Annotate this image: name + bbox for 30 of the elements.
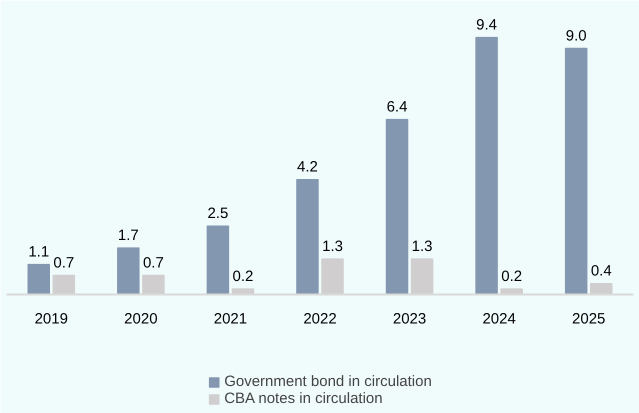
- data-label: 9.4: [476, 16, 498, 34]
- bar: [296, 179, 319, 295]
- bar: [386, 118, 408, 295]
- data-label: 4.2: [297, 158, 318, 176]
- legend-label: CBA notes in circulation: [224, 390, 383, 407]
- bar: [564, 48, 588, 295]
- x-tick-label: 2019: [34, 310, 68, 328]
- data-label: 1.3: [412, 238, 433, 255]
- data-label: 1.3: [322, 238, 343, 255]
- data-label: 6.4: [386, 98, 408, 116]
- bar: [206, 226, 230, 295]
- bar: [27, 264, 50, 295]
- bar: [117, 247, 140, 295]
- x-tick-label: 2022: [303, 310, 337, 328]
- x-tick-label: 2023: [392, 310, 426, 328]
- x-tick-label: 2020: [124, 310, 158, 328]
- data-label: 9.0: [566, 27, 587, 44]
- x-tick-label: 2025: [572, 310, 606, 328]
- data-label: 0.7: [53, 254, 74, 272]
- legend-label: Government bond in circulation: [224, 373, 432, 390]
- data-label: 0.7: [142, 254, 164, 272]
- x-tick-label: 2024: [482, 310, 516, 328]
- data-label: 1.7: [118, 226, 139, 244]
- data-label: 0.4: [590, 262, 612, 280]
- data-label: 1.1: [28, 243, 50, 260]
- bar: [475, 36, 498, 295]
- data-label: 0.2: [501, 268, 522, 285]
- data-label: 2.5: [207, 205, 228, 222]
- data-label: 0.2: [232, 268, 254, 285]
- x-tick-label: 2021: [214, 310, 248, 328]
